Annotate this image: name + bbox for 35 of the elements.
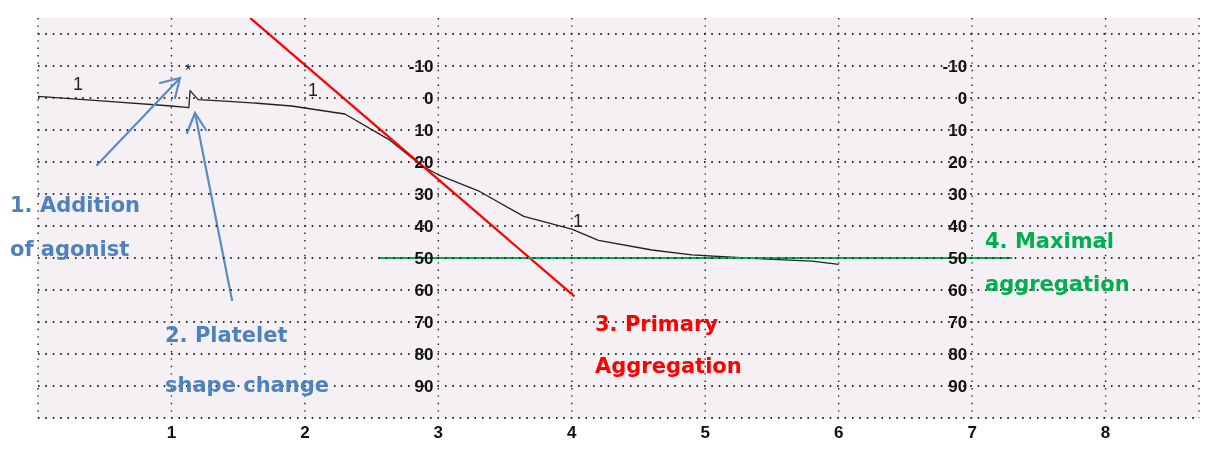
y-tick-label: 40	[414, 216, 434, 236]
y2-tick-label: 40	[948, 216, 968, 236]
y-tick-label: 90	[414, 376, 434, 396]
x-tick-label: 2	[300, 423, 310, 443]
annotation: 1. Addition of agonist	[10, 192, 142, 263]
annotation: 4. Maximal aggregation	[985, 228, 1131, 298]
x-tick-label: 5	[700, 423, 710, 443]
x-tick-label: 7	[967, 423, 977, 443]
annotation: 3. Primary Aggregation	[595, 311, 743, 380]
y2-tick-label: 0	[957, 88, 968, 108]
y2-tick-label: 20	[948, 152, 968, 172]
x-tick-label: 6	[833, 423, 844, 443]
annotation: 1	[572, 211, 584, 232]
y-tick-label: 80	[414, 344, 434, 364]
y-tick-label: 60	[414, 280, 434, 300]
x-tick-label: 4	[567, 423, 578, 443]
y2-tick-label: 60	[948, 280, 968, 300]
y2-tick-label: -10	[942, 56, 968, 76]
y2-tick-label: 10	[948, 120, 968, 140]
x-tick-label: 8	[1100, 423, 1111, 443]
y2-tick-label: 30	[948, 184, 968, 204]
text: 2. Platelet shape change	[165, 323, 330, 397]
annotation: 1	[307, 80, 319, 101]
y2-tick-label: 80	[948, 344, 968, 364]
y-tick-label: -10	[408, 56, 434, 76]
y-tick-label: 30	[414, 184, 434, 204]
y2-tick-label: 70	[948, 312, 968, 332]
x-tick-label: 1	[166, 423, 177, 443]
annotation: *	[184, 61, 192, 79]
x-tick-label: 3	[433, 423, 444, 443]
y-tick-label: 0	[423, 88, 434, 108]
y-tick-label: 10	[414, 120, 434, 140]
y-tick-label: 70	[414, 312, 434, 332]
y2-tick-label: 90	[948, 376, 968, 396]
annotation: 1	[72, 74, 84, 95]
